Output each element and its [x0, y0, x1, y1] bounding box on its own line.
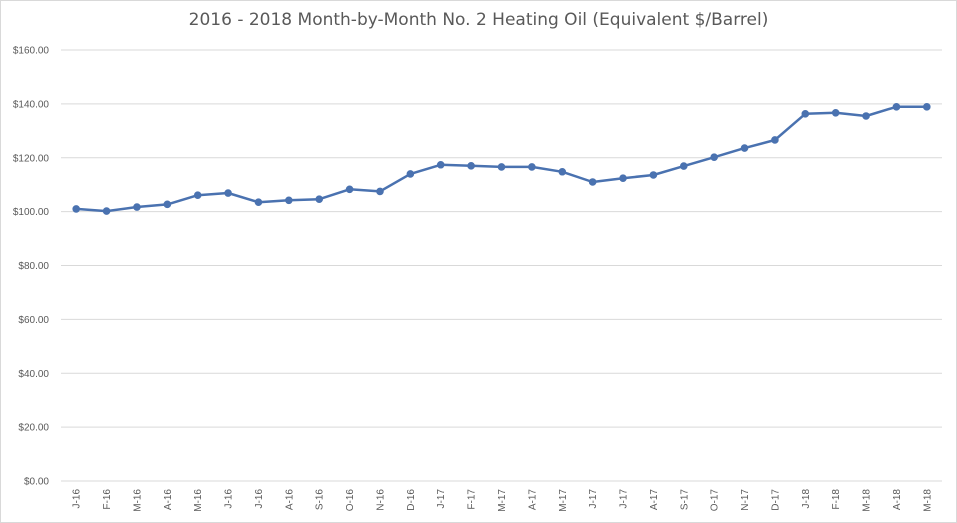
y-tick-label: $160.00: [13, 46, 50, 57]
data-point: [771, 136, 779, 144]
data-point: [285, 196, 293, 205]
y-tick-label: $0.00: [24, 477, 49, 488]
y-axis-tick-labels: $0.00 $20.00 $40.00 $60.00 $80.00 $100.00 $120…: [13, 46, 50, 488]
x-tick-label: O-17: [710, 489, 721, 512]
x-tick-label: M-16: [193, 489, 204, 512]
x-tick-label: A-16: [163, 489, 174, 511]
data-point: [193, 191, 202, 199]
data-point: [72, 205, 80, 213]
y-tick-label: $120.00: [13, 153, 50, 164]
x-tick-label: J-17: [436, 489, 447, 509]
data-point: [436, 160, 445, 169]
data-point: [467, 162, 475, 170]
chart-title: 2016 - 2018 Month-by-Month No. 2 Heating…: [188, 10, 769, 30]
data-point: [315, 195, 324, 204]
data-point: [528, 163, 536, 171]
x-tick-label: J-17: [588, 489, 599, 509]
gridlines: [61, 49, 942, 482]
y-tick-label: $60.00: [18, 315, 49, 326]
x-tick-label: S-17: [679, 489, 690, 511]
x-tick-label: J-16: [254, 489, 265, 509]
series-group: [72, 103, 931, 215]
data-point: [649, 171, 658, 179]
x-tick-label: N-17: [740, 489, 751, 511]
x-tick-label: J-16: [72, 489, 83, 509]
data-point: [740, 144, 749, 152]
data-point: [163, 200, 172, 209]
x-tick-label: M-16: [132, 489, 143, 512]
x-tick-label: A-17: [649, 489, 660, 511]
x-tick-label: A-16: [284, 489, 295, 511]
data-point: [892, 103, 901, 111]
data-point: [710, 153, 718, 162]
x-tick-label: J-18: [801, 489, 812, 509]
y-tick-label: $100.00: [13, 207, 50, 218]
data-point: [224, 189, 232, 197]
data-point: [679, 162, 688, 170]
x-tick-label: F-18: [831, 489, 842, 510]
data-point: [345, 185, 354, 194]
data-point: [254, 198, 263, 206]
data-point: [588, 178, 597, 186]
x-tick-label: A-17: [527, 489, 538, 511]
data-point: [376, 187, 384, 196]
x-tick-label: D-17: [770, 489, 781, 511]
data-point: [831, 108, 840, 117]
x-tick-label: M-17: [497, 489, 508, 512]
x-tick-label: S-16: [315, 489, 326, 511]
x-axis-tick-labels: J-16 F-16 M-16 A-16 M-16 J-16 J-16 A-16 S-16 O-16…: [72, 489, 934, 512]
y-tick-label: $80.00: [18, 261, 49, 272]
x-tick-label: J-16: [224, 489, 235, 509]
x-tick-label: J-17: [619, 489, 630, 509]
data-point: [619, 174, 627, 183]
data-point: [133, 203, 141, 211]
data-point: [923, 103, 931, 111]
x-tick-label: F-16: [102, 489, 113, 510]
x-tick-label: M-18: [862, 489, 873, 512]
y-tick-label: $20.00: [18, 423, 49, 434]
x-tick-label: F-17: [467, 489, 478, 510]
data-point: [862, 112, 870, 120]
data-point: [497, 163, 506, 171]
data-point: [801, 110, 810, 118]
x-tick-label: O-16: [345, 489, 356, 512]
x-tick-label: D-16: [406, 489, 417, 511]
data-point: [406, 170, 415, 178]
x-tick-label: A-18: [892, 489, 903, 511]
y-tick-label: $140.00: [13, 99, 50, 110]
data-point: [102, 207, 111, 215]
x-tick-label: M-17: [558, 489, 569, 512]
data-point: [558, 167, 567, 176]
y-tick-label: $40.00: [18, 369, 49, 380]
x-tick-label: M-18: [922, 489, 933, 512]
series-line: [76, 105, 927, 213]
x-tick-label: N-16: [375, 489, 386, 511]
